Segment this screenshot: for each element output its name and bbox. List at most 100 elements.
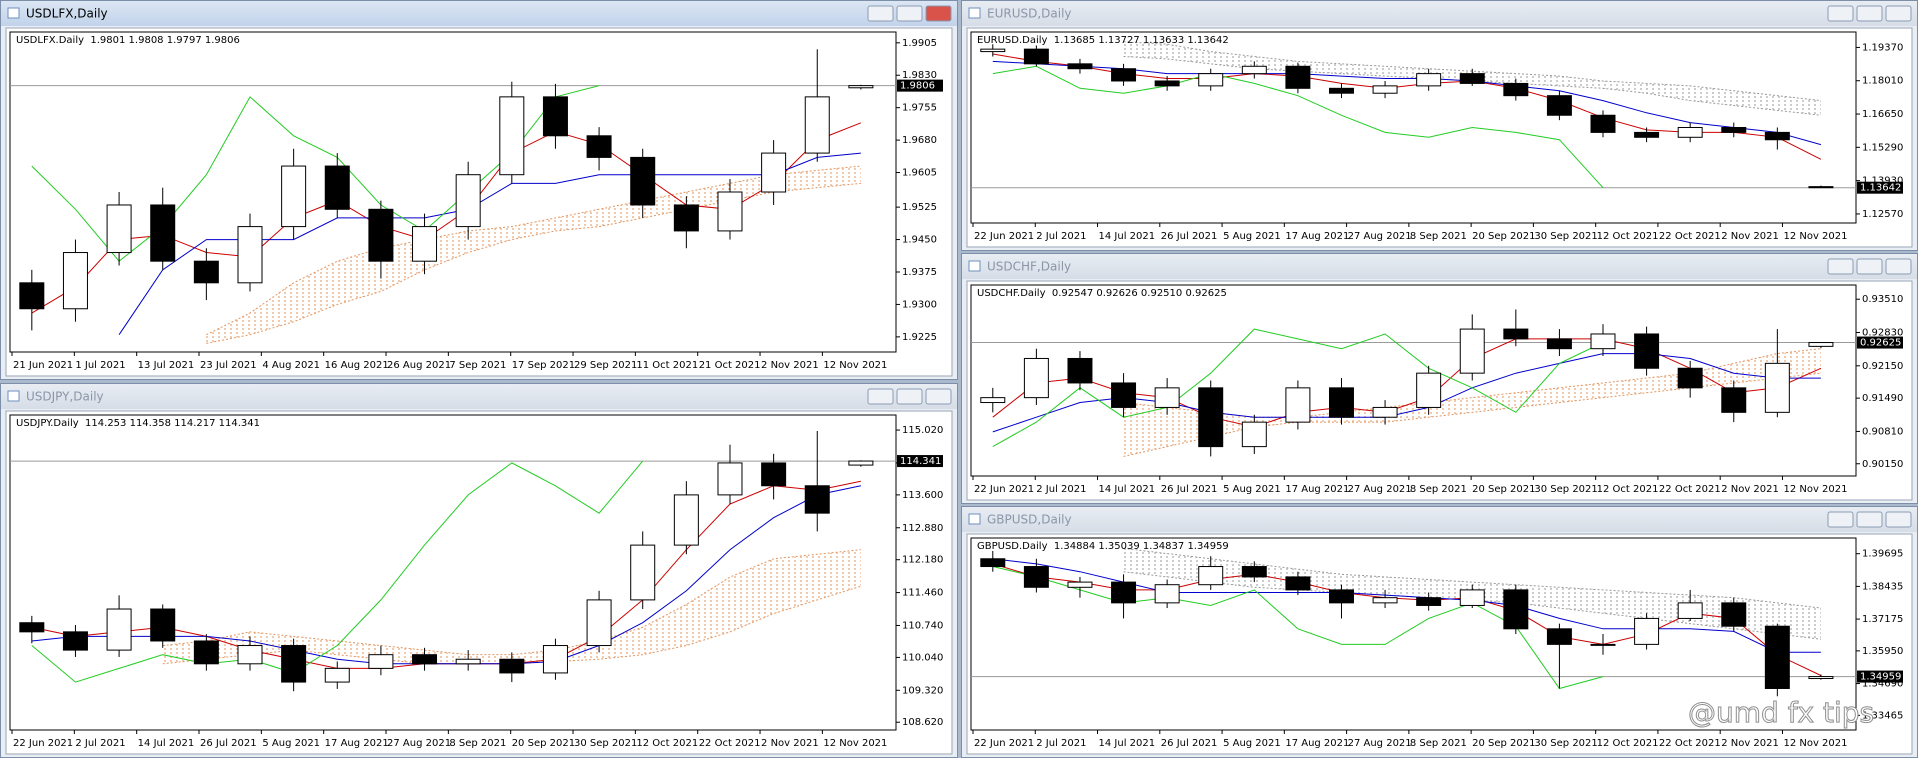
ichimoku-cloud	[206, 166, 861, 344]
candle-body	[281, 645, 307, 683]
candle-body	[19, 622, 45, 633]
y-tick-label: 108.620	[902, 717, 943, 728]
candle-body	[848, 460, 874, 466]
candle-body	[1111, 581, 1137, 604]
symbol-info: USDJPY.Daily 114.253 114.358 114.217 114…	[16, 418, 260, 429]
x-tick-label: 27 Aug 2021	[1348, 738, 1412, 749]
candle-body	[1067, 357, 1093, 384]
close-button[interactable]	[1885, 511, 1912, 528]
last-price-box	[1857, 670, 1903, 683]
candle-body	[1241, 566, 1267, 578]
candle-body	[281, 165, 307, 228]
symbol-info: GBPUSD.Daily 1.34884 1.35039 1.34837 1.3…	[977, 541, 1229, 552]
candle-body	[1634, 617, 1660, 645]
close-button[interactable]	[1885, 5, 1912, 22]
x-tick-label: 27 Aug 2021	[1348, 484, 1412, 495]
y-tick-label: 0.93510	[1862, 294, 1903, 305]
x-tick-label: 22 Jun 2021	[974, 484, 1034, 495]
maximize-button[interactable]	[1856, 5, 1883, 22]
close-button[interactable]	[1885, 258, 1912, 275]
x-tick-label: 2 Nov 2021	[1721, 231, 1779, 242]
window-title: USDLFX,Daily	[26, 7, 108, 21]
candle-body	[1459, 73, 1485, 84]
close-button[interactable]	[925, 5, 952, 22]
x-tick-label: 27 Aug 2021	[1348, 231, 1412, 242]
candle-body	[1721, 387, 1747, 413]
x-tick-label: 22 Oct 2021	[1659, 484, 1721, 495]
title-bar	[1, 1, 957, 26]
x-tick-label: 26 Jul 2021	[1161, 484, 1218, 495]
y-tick-label: 0.92150	[1862, 361, 1903, 372]
candle-body	[586, 135, 612, 158]
candle-body	[1023, 566, 1049, 588]
x-tick-label: 14 Jul 2021	[1099, 231, 1156, 242]
x-tick-label: 17 Aug 2021	[325, 738, 389, 749]
candle-body	[412, 654, 438, 665]
minimize-button[interactable]	[867, 5, 894, 22]
candle-body	[761, 462, 787, 487]
x-tick-label: 14 Jul 2021	[1099, 738, 1156, 749]
candle-body	[324, 667, 350, 683]
candle-body	[455, 658, 481, 665]
symbol-info: EURUSD.Daily 1.13685 1.13727 1.13633 1.1…	[977, 35, 1229, 46]
x-tick-label: 12 Nov 2021	[1783, 484, 1847, 495]
candle-body	[1590, 114, 1616, 133]
maximize-button[interactable]	[896, 388, 923, 405]
candle-body	[1328, 87, 1354, 94]
y-tick-label: 1.9375	[902, 267, 937, 278]
minimize-button[interactable]	[1827, 258, 1854, 275]
plot-border	[970, 537, 1857, 731]
y-tick-label: 1.9905	[902, 38, 937, 49]
x-tick-label: 14 Jul 2021	[1099, 484, 1156, 495]
candle-body	[1416, 372, 1442, 408]
candle-body	[499, 96, 525, 176]
maximize-button[interactable]	[896, 5, 923, 22]
x-tick-label: 17 Sep 2021	[512, 360, 575, 371]
chart-area	[966, 27, 1913, 248]
candle-body	[1372, 85, 1398, 94]
minimize-button[interactable]	[1827, 511, 1854, 528]
x-tick-label: 2 Jul 2021	[1036, 738, 1086, 749]
x-tick-label: 5 Aug 2021	[1223, 738, 1281, 749]
symbol-info: USDLFX.Daily 1.9801 1.9808 1.9797 1.9806	[16, 35, 240, 46]
candle-body	[673, 204, 699, 232]
symbol-info: USDCHF.Daily 0.92547 0.92626 0.92510 0.9…	[977, 288, 1227, 299]
candle-body	[1067, 581, 1093, 588]
x-tick-label: 5 Aug 2021	[262, 738, 320, 749]
candle-body	[1459, 328, 1485, 374]
candle-body	[1677, 602, 1703, 619]
x-tick-label: 8 Sep 2021	[1410, 484, 1467, 495]
x-tick-label: 22 Oct 2021	[1659, 738, 1721, 749]
ichimoku-cloud	[1123, 348, 1821, 457]
plot-border	[970, 284, 1857, 477]
plot	[10, 430, 896, 692]
y-tick-label: 1.9300	[902, 299, 937, 310]
y-tick-label: 1.12570	[1862, 209, 1903, 220]
x-tick-label: 17 Aug 2021	[1285, 738, 1349, 749]
indicator-line	[992, 65, 1604, 189]
last-price-label: 1.34959	[1860, 672, 1901, 683]
y-tick-label: 0.92830	[1862, 328, 1903, 339]
y-tick-label: 1.16650	[1862, 109, 1903, 120]
maximize-button[interactable]	[1856, 258, 1883, 275]
maximize-button[interactable]	[1856, 511, 1883, 528]
candle-body	[1198, 566, 1224, 586]
minimize-button[interactable]	[1827, 5, 1854, 22]
x-tick-label: 22 Jun 2021	[974, 738, 1034, 749]
x-tick-label: 12 Oct 2021	[636, 738, 698, 749]
candle-body	[542, 645, 568, 674]
candle-body	[324, 165, 350, 210]
cloud-upper-edge	[162, 549, 861, 656]
candle-body	[717, 462, 743, 496]
close-button[interactable]	[925, 388, 952, 405]
candle-body	[106, 204, 132, 254]
y-tick-label: 112.180	[902, 555, 943, 566]
x-tick-label: 30 Sep 2021	[1534, 231, 1597, 242]
x-tick-label: 12 Oct 2021	[1597, 738, 1659, 749]
x-tick-label: 5 Aug 2021	[1223, 484, 1281, 495]
x-tick-label: 1 Jul 2021	[75, 360, 125, 371]
minimize-button[interactable]	[867, 388, 894, 405]
x-tick-label: 29 Sep 2021	[574, 360, 637, 371]
x-tick-label: 2 Nov 2021	[761, 360, 819, 371]
